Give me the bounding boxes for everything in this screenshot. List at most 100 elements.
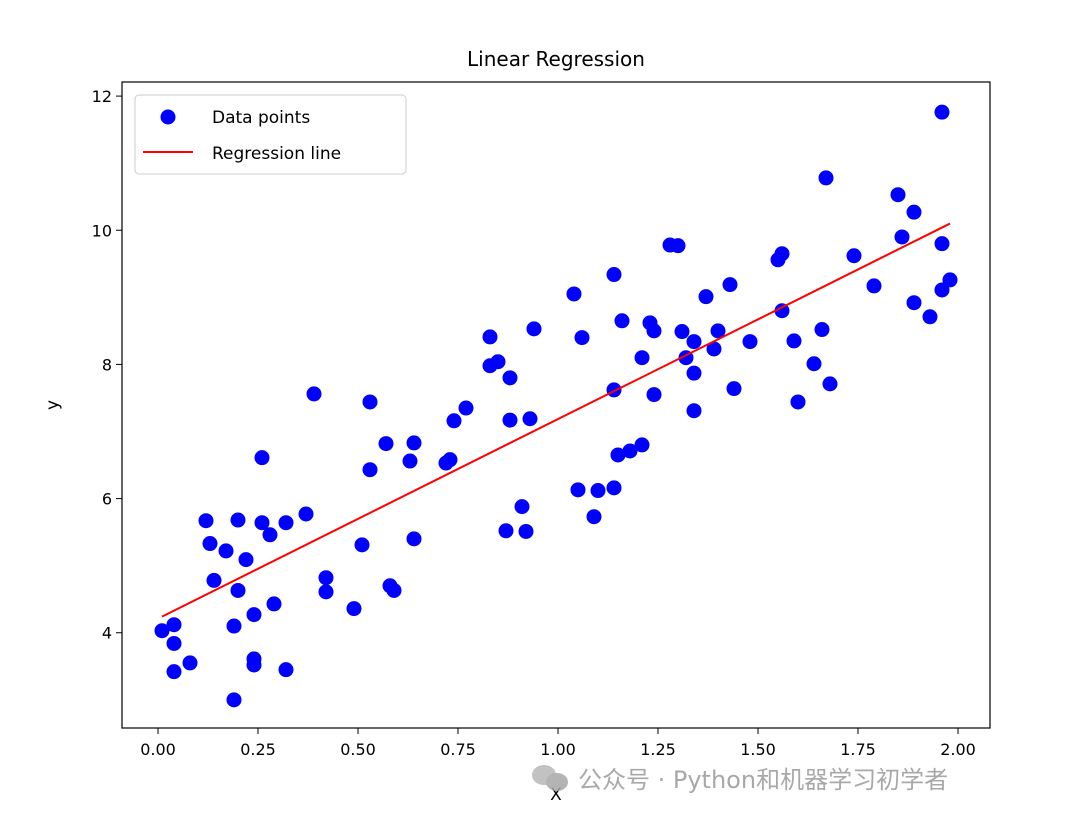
data-point: [922, 309, 938, 325]
data-point: [386, 582, 402, 598]
data-point: [246, 657, 262, 673]
data-point: [318, 584, 334, 600]
data-point: [218, 543, 234, 559]
data-point: [298, 506, 314, 522]
data-point: [606, 382, 622, 398]
y-axis-label: y: [43, 400, 63, 410]
data-point: [166, 617, 182, 633]
data-point: [574, 330, 590, 346]
data-point: [306, 386, 322, 402]
data-point: [354, 537, 370, 553]
chart-title: Linear Regression: [467, 47, 645, 71]
legend-marker-data-points: [160, 109, 176, 125]
data-point: [906, 295, 922, 311]
data-point: [634, 437, 650, 453]
data-point: [198, 513, 214, 529]
legend-box: [134, 94, 407, 175]
data-point: [262, 527, 278, 543]
data-point: [814, 322, 830, 338]
y-tick-label: 6: [102, 490, 112, 509]
data-point: [774, 246, 790, 262]
legend-label-regression-line: Regression line: [212, 144, 341, 164]
data-point: [790, 394, 806, 410]
x-tick-label: 0.25: [240, 740, 276, 759]
data-point: [362, 394, 378, 410]
data-point: [490, 354, 506, 370]
data-point: [446, 413, 462, 429]
data-point: [846, 248, 862, 264]
data-point: [378, 436, 394, 452]
data-point: [774, 303, 790, 319]
data-point: [934, 236, 950, 252]
data-point: [606, 267, 622, 283]
data-point: [402, 453, 418, 469]
data-point: [710, 323, 726, 339]
data-point: [606, 480, 622, 496]
data-point: [566, 286, 582, 302]
data-point: [230, 512, 246, 528]
data-point: [442, 452, 458, 468]
data-point: [890, 187, 906, 203]
data-point: [458, 400, 474, 416]
y-tick-label: 4: [102, 624, 112, 643]
data-point: [726, 381, 742, 397]
data-point: [866, 278, 882, 294]
watermark-text: 公众号 · Python和机器学习初学者: [578, 766, 949, 794]
data-point: [346, 601, 362, 617]
data-point: [362, 462, 378, 478]
x-tick-label: 1.00: [540, 740, 576, 759]
data-point: [502, 412, 518, 428]
data-point: [254, 450, 270, 466]
data-point: [786, 333, 802, 349]
wechat-icon: [532, 764, 570, 791]
data-point: [818, 170, 834, 186]
x-tick-label: 1.25: [640, 740, 676, 759]
x-tick-label: 1.50: [740, 740, 776, 759]
y-tick-label: 12: [92, 87, 112, 106]
data-point: [166, 664, 182, 680]
data-point: [518, 523, 534, 539]
y-tick-label: 10: [92, 221, 112, 240]
data-point: [246, 607, 262, 623]
data-point: [166, 635, 182, 651]
data-point: [570, 482, 586, 498]
data-point: [202, 536, 218, 552]
x-tick-label: 1.75: [840, 740, 876, 759]
data-point: [226, 618, 242, 634]
data-point: [646, 323, 662, 339]
data-point: [706, 341, 722, 357]
data-point: [698, 289, 714, 305]
data-point: [154, 623, 170, 639]
data-point: [722, 277, 738, 293]
x-tick-label: 0.50: [340, 740, 376, 759]
x-tick-label: 0.75: [440, 740, 476, 759]
data-point: [686, 334, 702, 350]
data-point: [206, 572, 222, 588]
data-point: [498, 523, 514, 539]
data-point: [686, 365, 702, 381]
data-point: [646, 387, 662, 403]
data-point: [934, 104, 950, 120]
data-point: [686, 403, 702, 419]
data-point: [526, 321, 542, 337]
data-point: [266, 596, 282, 612]
data-point: [670, 238, 686, 254]
legend-label-data-points: Data points: [212, 108, 310, 128]
data-point: [226, 692, 242, 708]
data-point: [238, 552, 254, 568]
data-point: [278, 515, 294, 531]
data-point: [822, 376, 838, 392]
data-point: [522, 411, 538, 427]
data-point: [230, 582, 246, 598]
x-tick-label: 0.00: [140, 740, 176, 759]
data-point: [318, 570, 334, 586]
legend: Data points Regression line: [134, 94, 407, 175]
regression-line: [161, 222, 951, 618]
data-point: [278, 662, 294, 678]
data-point: [934, 282, 950, 298]
data-point: [182, 655, 198, 671]
y-tick-label: 8: [102, 355, 112, 374]
data-point: [586, 509, 602, 525]
data-point: [906, 204, 922, 220]
